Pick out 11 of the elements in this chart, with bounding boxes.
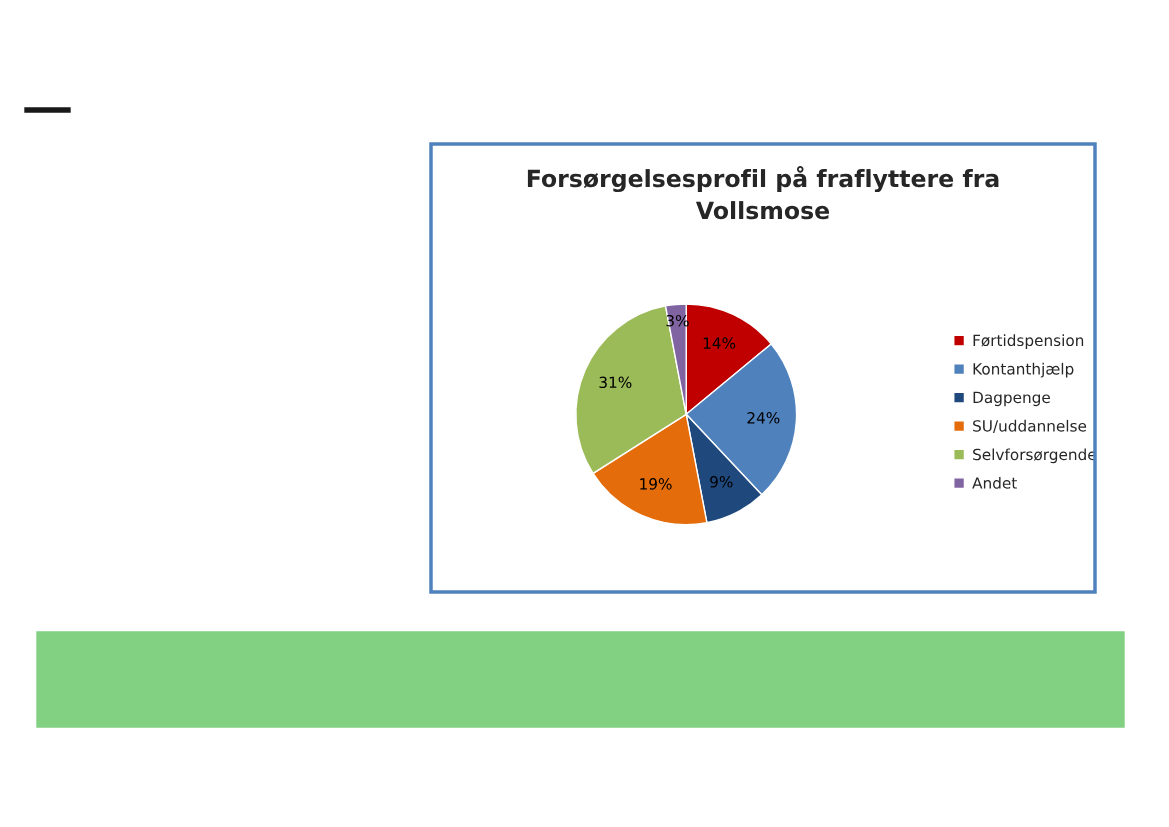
data-label: 31% [599,376,632,389]
legend-label: Førtidspension [973,334,1084,350]
legend-label: SU/uddannelse [973,419,1087,433]
legend-label: Dagpenge [973,391,1050,407]
legend-label: Andet [972,476,1017,489]
data-label: 9% [710,476,733,488]
data-label: 14% [703,337,736,349]
legend-label: Kontanthjælp [973,362,1074,378]
data-label: 24% [747,412,780,424]
data-label: 19% [640,478,672,490]
chart-title: Forsørgelsesprofil på fraflyttere fra Vollsmose [527,166,999,220]
